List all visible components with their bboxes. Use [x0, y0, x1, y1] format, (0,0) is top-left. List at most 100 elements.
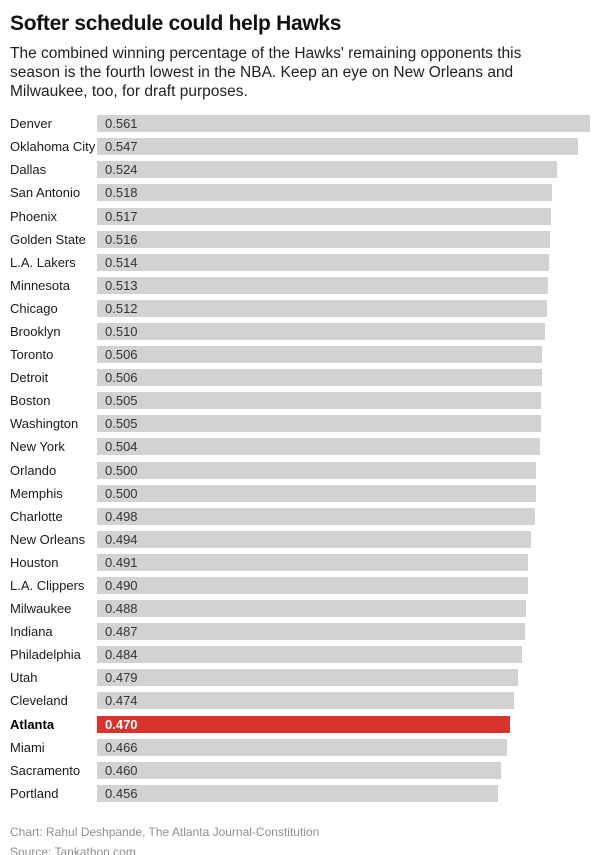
value-bar: 0.505: [97, 392, 541, 410]
team-label: Minnesota: [10, 277, 70, 293]
value-label: 0.460: [105, 762, 138, 778]
team-label: Memphis: [10, 485, 63, 501]
bar-area: 0.516: [97, 230, 590, 248]
page-title: Softer schedule could help Hawks: [10, 12, 342, 35]
team-label: Chicago: [10, 300, 58, 316]
team-label: New Orleans: [10, 531, 86, 547]
bar-area: 0.466: [97, 738, 590, 756]
bar-area: 0.506: [97, 369, 590, 387]
team-label: Boston: [10, 393, 51, 409]
value-label: 0.498: [105, 508, 138, 524]
subtitle-line: The combined winning percentage of the H…: [10, 45, 522, 63]
team-label: Milwaukee: [10, 601, 72, 617]
value-label: 0.505: [105, 416, 138, 432]
value-label: 0.484: [105, 647, 138, 663]
chart-row: Oklahoma City 0.547: [10, 135, 590, 158]
team-label: Utah: [10, 670, 38, 686]
value-bar: 0.513: [97, 276, 548, 294]
bar-area: 0.460: [97, 761, 590, 779]
value-bar: 0.498: [97, 507, 535, 525]
value-bar: 0.494: [97, 530, 532, 548]
team-label: Toronto: [10, 347, 54, 363]
value-bar: 0.479: [97, 669, 518, 687]
value-bar: 0.484: [97, 646, 523, 664]
chart-footer: Chart: Rahul Deshpande, The Atlanta Jour…: [10, 822, 590, 855]
chart-row: Charlotte 0.498: [10, 505, 590, 528]
chart-row: Cleveland 0.474: [10, 689, 590, 712]
chart-row: Sacramento 0.460: [10, 759, 590, 782]
value-label: 0.514: [105, 254, 138, 270]
subtitle-line: Milwaukee, too, for draft purposes.: [10, 83, 248, 101]
bar-area: 0.517: [97, 207, 590, 225]
bar-chart: Denver 0.561 Oklahoma City 0.547 Dallas 0.524…: [10, 112, 590, 805]
chart-row: Houston 0.491: [10, 551, 590, 574]
value-bar: 0.500: [97, 461, 537, 479]
team-label: Miami: [10, 739, 45, 755]
chart-row: Philadelphia 0.484: [10, 643, 590, 666]
team-label: Houston: [10, 554, 59, 570]
footer-source: Source: Tankathon.com: [10, 844, 136, 855]
chart-subtitle: The combined winning percentage of the H…: [10, 44, 590, 101]
chart-row: Indiana 0.487: [10, 620, 590, 643]
bar-area: 0.513: [97, 276, 590, 294]
value-bar: 0.488: [97, 600, 526, 618]
team-label: Dallas: [10, 162, 47, 178]
bar-area: 0.514: [97, 253, 590, 271]
value-bar: 0.487: [97, 623, 525, 641]
value-label: 0.504: [105, 439, 138, 455]
team-label: Cleveland: [10, 693, 68, 709]
chart-row: Portland 0.456: [10, 782, 590, 805]
bar-area: 0.561: [97, 115, 590, 133]
bar-area: 0.498: [97, 507, 590, 525]
chart-row: Minnesota 0.513: [10, 274, 590, 297]
chart-row: Detroit 0.506: [10, 366, 590, 389]
value-bar: 0.500: [97, 484, 537, 502]
bar-area: 0.470: [97, 715, 590, 733]
value-bar: 0.506: [97, 346, 542, 364]
chart-row: Memphis 0.500: [10, 482, 590, 505]
value-label: 0.500: [105, 485, 138, 501]
team-label: Orlando: [10, 462, 57, 478]
value-label: 0.490: [105, 578, 138, 594]
footer-byline: Chart: Rahul Deshpande, The Atlanta Jour…: [10, 824, 320, 839]
value-bar: 0.518: [97, 184, 553, 202]
chart-row: Washington 0.505: [10, 412, 590, 435]
bar-area: 0.505: [97, 392, 590, 410]
value-bar: 0.466: [97, 738, 507, 756]
value-bar: 0.490: [97, 577, 528, 595]
team-label: San Antonio: [10, 185, 81, 201]
value-label: 0.479: [105, 670, 138, 686]
bar-area: 0.506: [97, 346, 590, 364]
chart-row: Golden State 0.516: [10, 228, 590, 251]
value-bar: 0.474: [97, 692, 514, 710]
value-label: 0.505: [105, 393, 138, 409]
team-label: Phoenix: [10, 208, 57, 224]
value-label: 0.516: [105, 231, 138, 247]
value-label: 0.517: [105, 208, 138, 224]
bar-area: 0.484: [97, 646, 590, 664]
bar-area: 0.494: [97, 530, 590, 548]
team-label: Atlanta: [10, 716, 55, 732]
bar-area: 0.504: [97, 438, 590, 456]
value-bar: 0.517: [97, 207, 552, 225]
value-bar: 0.506: [97, 369, 542, 387]
bar-area: 0.479: [97, 669, 590, 687]
team-label: L.A. Lakers: [10, 254, 76, 270]
chart-row: Atlanta 0.470: [10, 713, 590, 736]
subtitle-line: season is the fourth lowest in the NBA. …: [10, 64, 514, 82]
team-label: Oklahoma City: [10, 139, 96, 155]
value-bar: 0.516: [97, 230, 551, 248]
team-label: L.A. Clippers: [10, 578, 85, 594]
value-bar: 0.510: [97, 322, 546, 340]
bar-area: 0.500: [97, 461, 590, 479]
chart-row: San Antonio 0.518: [10, 181, 590, 204]
value-label: 0.547: [105, 139, 138, 155]
team-label: Washington: [10, 416, 79, 432]
chart-row: L.A. Lakers 0.514: [10, 251, 590, 274]
team-label: Philadelphia: [10, 647, 81, 663]
bar-area: 0.524: [97, 161, 590, 179]
chart-row: Toronto 0.506: [10, 343, 590, 366]
value-bar: 0.470: [97, 715, 511, 733]
value-label: 0.491: [105, 554, 138, 570]
team-label: Golden State: [10, 231, 86, 247]
